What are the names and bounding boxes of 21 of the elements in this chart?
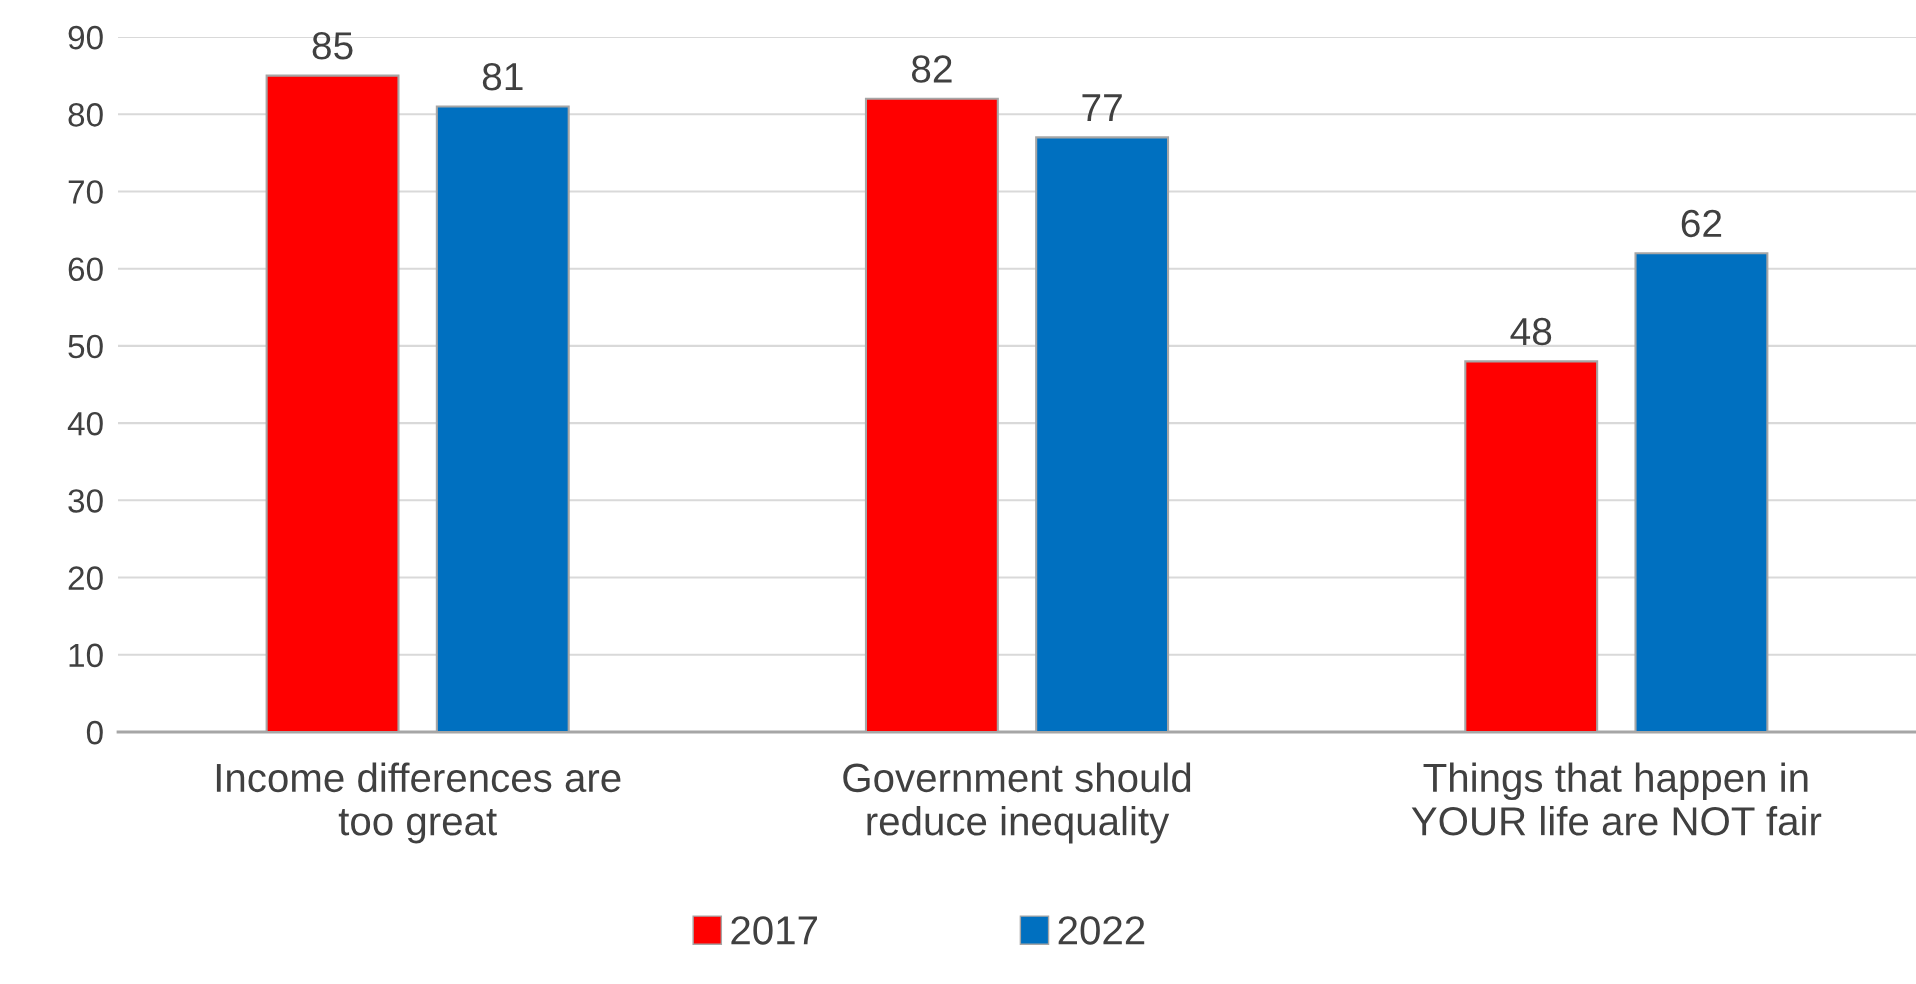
y-tick-label: 70 bbox=[68, 180, 103, 204]
y-tick-label: 80 bbox=[68, 103, 103, 127]
legend-label: 2022 bbox=[1058, 916, 1145, 945]
data-label: 62 bbox=[1681, 209, 1722, 238]
data-label: 85 bbox=[312, 32, 353, 60]
x-tick-label: Government should reduce inequality bbox=[843, 762, 1191, 844]
y-tick-label: 50 bbox=[68, 334, 103, 359]
data-label: 82 bbox=[911, 55, 952, 83]
x-tick-label: Income differences are too great bbox=[216, 762, 621, 844]
y-tick-label: 10 bbox=[69, 643, 103, 668]
x-tick-label: Things that happen in YOUR life are NOT fair bbox=[1411, 762, 1822, 836]
data-label: 77 bbox=[1082, 94, 1122, 121]
y-tick-label: 40 bbox=[67, 411, 103, 436]
y-tick-label: 0 bbox=[86, 720, 103, 745]
data-label: 81 bbox=[482, 62, 523, 91]
y-tick-label: 90 bbox=[68, 25, 103, 50]
y-tick-label: 30 bbox=[68, 489, 103, 513]
legend-label: 2017 bbox=[731, 916, 817, 945]
data-label: 48 bbox=[1510, 317, 1552, 346]
y-tick-label: 20 bbox=[68, 566, 103, 590]
y-tick-label: 60 bbox=[68, 257, 103, 282]
